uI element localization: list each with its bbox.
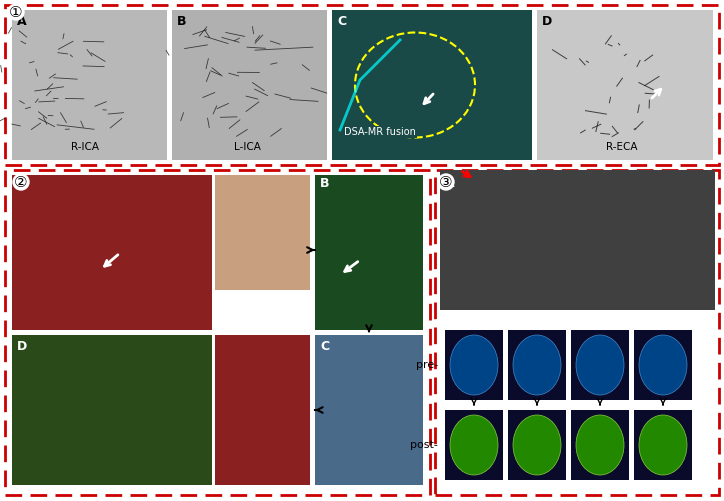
Bar (5, 170, 430, 495)
Bar (445, 330, 503, 400)
Bar (5, 5, 719, 165)
Text: post-: post- (410, 440, 438, 450)
Bar (571, 330, 629, 400)
Bar (634, 330, 692, 400)
Bar (508, 410, 566, 480)
Text: pre-: pre- (416, 360, 438, 370)
Text: D: D (542, 15, 552, 28)
Bar (571, 410, 629, 480)
Bar (12, 335, 212, 485)
Ellipse shape (513, 415, 561, 475)
Text: D: D (17, 340, 28, 353)
Bar (435, 170, 719, 495)
Ellipse shape (450, 415, 498, 475)
Text: B: B (177, 15, 187, 28)
Text: A: A (445, 177, 455, 190)
Text: ①: ① (9, 5, 23, 20)
Bar (215, 175, 310, 290)
Text: A: A (17, 15, 27, 28)
Ellipse shape (450, 335, 498, 395)
Text: R-ICA: R-ICA (71, 142, 99, 152)
Ellipse shape (576, 415, 624, 475)
Bar (12, 10, 167, 160)
Bar (315, 175, 423, 330)
Text: L-ICA: L-ICA (234, 142, 261, 152)
Bar (634, 410, 692, 480)
Circle shape (438, 174, 454, 190)
Text: R-ECA: R-ECA (606, 142, 638, 152)
Bar (537, 10, 713, 160)
Text: DSA-MR fusion: DSA-MR fusion (344, 127, 416, 137)
Ellipse shape (639, 415, 687, 475)
Bar (332, 10, 532, 160)
Ellipse shape (639, 335, 687, 395)
Bar (445, 410, 503, 480)
Bar (12, 175, 212, 330)
Text: A: A (17, 177, 27, 190)
Text: C: C (337, 15, 346, 28)
Bar (440, 170, 715, 310)
Text: C: C (320, 340, 329, 353)
Circle shape (13, 174, 29, 190)
Text: B: B (320, 177, 329, 190)
Circle shape (8, 4, 24, 20)
Ellipse shape (576, 335, 624, 395)
Bar (315, 335, 423, 485)
Bar (508, 330, 566, 400)
Bar (215, 335, 310, 485)
Text: B: B (445, 312, 455, 325)
Text: ③: ③ (439, 174, 452, 189)
Text: ②: ② (14, 174, 28, 189)
Ellipse shape (513, 335, 561, 395)
Bar (172, 10, 327, 160)
